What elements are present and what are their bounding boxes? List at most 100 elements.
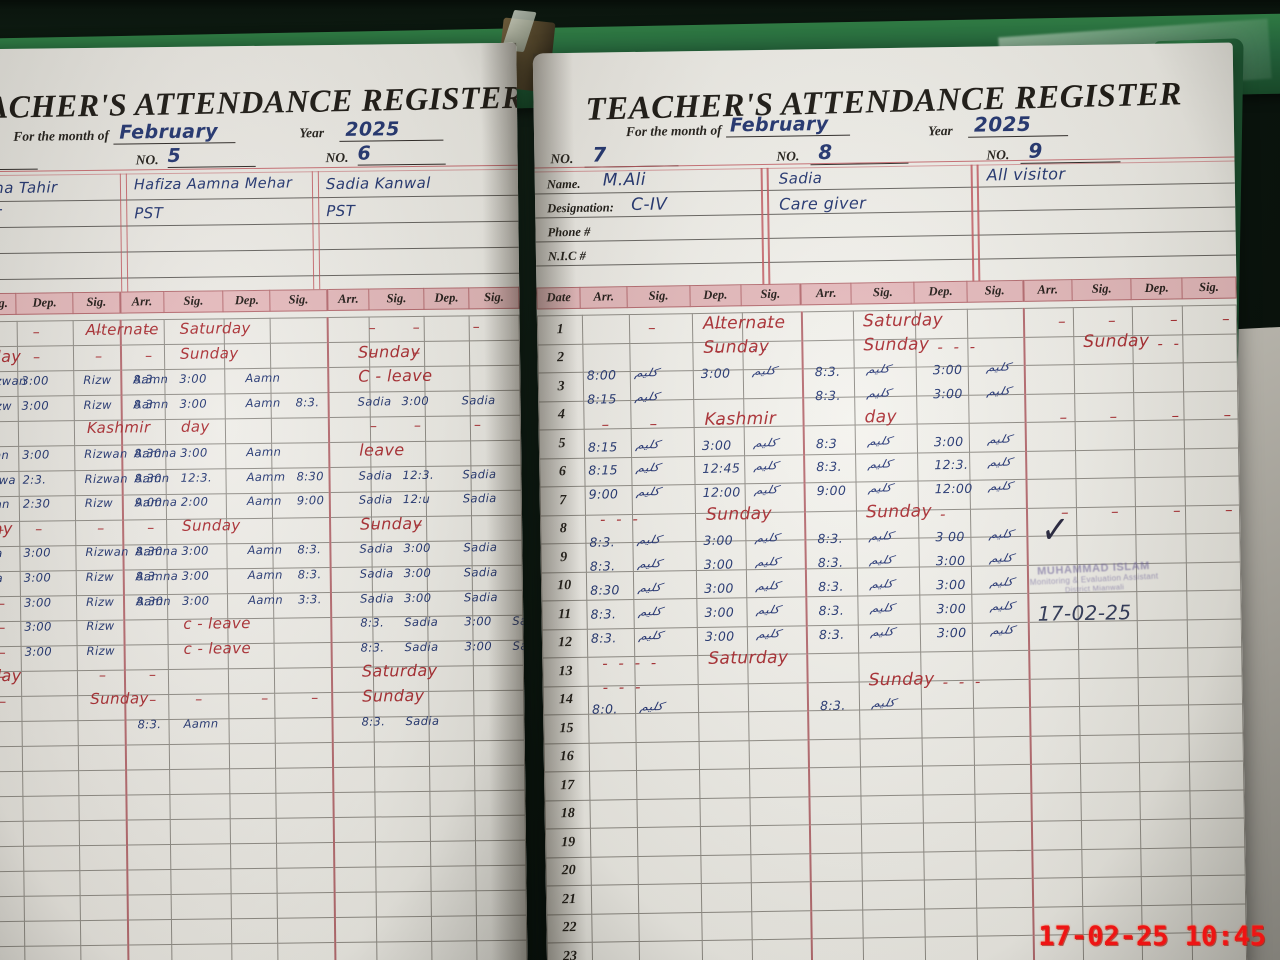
handwritten-entry: 3:00: [181, 543, 209, 559]
handwritten-entry: 3:00: [704, 628, 735, 644]
handwritten-entry: –: [1224, 500, 1234, 519]
handwritten-entry: Aamn: [245, 370, 281, 386]
handwritten-entry: کلیم: [637, 605, 663, 619]
left-no-label-3: NO.: [325, 149, 349, 166]
handwritten-entry: 8:0.: [591, 701, 618, 718]
handwritten-entry: c - leave: [183, 614, 251, 634]
handwritten-entry: –: [148, 667, 157, 684]
handwritten-entry: کلیم: [868, 554, 895, 568]
person-1-name: M.Ali: [602, 169, 647, 191]
check-mark-icon: ✓: [1039, 506, 1071, 555]
handwritten-entry: 8:3: [815, 435, 838, 451]
handwritten-entry: Sunday: [359, 513, 423, 534]
handwritten-entry: 9:00: [296, 493, 325, 508]
handwritten-entry: کلیم: [637, 629, 664, 643]
left-col-header-7: Arr.: [327, 289, 370, 311]
handwritten-entry: Saturday: [361, 661, 438, 682]
handwritten-entry: 3:00: [700, 365, 731, 381]
handwritten-entry: –: [368, 320, 377, 337]
handwritten-entry: –: [97, 520, 105, 537]
handwritten-entry: Aamna: [134, 495, 178, 510]
right-no-label-2: NO.: [776, 148, 800, 164]
right-col-header-4: Sig.: [740, 283, 801, 306]
right-col-header-11: Dep.: [1131, 277, 1183, 300]
handwritten-entry: 8:3.: [817, 530, 844, 547]
handwritten-entry: کلیم: [869, 625, 896, 639]
handwritten-entry: Aamn: [247, 567, 283, 583]
handwritten-entry: Aamn: [245, 395, 281, 410]
handwritten-entry: -: [939, 505, 946, 524]
handwritten-entry: کلیم: [868, 530, 894, 544]
handwritten-entry: Aamn: [247, 592, 284, 607]
handwritten-entry: –: [147, 519, 155, 537]
handwritten-entry: 8:15: [587, 390, 617, 407]
handwritten-entry: کلیم: [988, 528, 1014, 542]
handwritten-entry: Rizwan: [84, 471, 128, 486]
handwritten-entry: –: [144, 347, 153, 364]
handwritten-entry: 8:3.: [589, 534, 616, 550]
right-col-header-2: Sig.: [626, 285, 691, 308]
handwritten-entry: Aamn: [134, 470, 170, 486]
handwritten-entry: 9:00: [588, 486, 619, 503]
handwritten-entry: کلیم: [867, 482, 893, 496]
left-page-title: EACHER'S ATTENDANCE REGISTER: [0, 78, 524, 126]
handwritten-entry: - - - -: [602, 653, 657, 673]
handwritten-entry: - - -: [937, 337, 976, 357]
handwritten-entry: کلیم: [987, 480, 1013, 494]
right-col-header-6: Sig.: [851, 282, 915, 305]
handwritten-entry: 8:3.: [590, 606, 617, 622]
left-attendance-header: Sig. Dep. Sig. Arr. Sig. Dep. Sig. Arr. Sig. Dep.…: [0, 287, 519, 316]
handwritten-entry: 12:45: [702, 460, 741, 477]
handwritten-entry: Aamna: [135, 544, 178, 559]
handwritten-entry: 8:3.: [815, 387, 841, 403]
handwritten-entry: - - -: [602, 677, 641, 697]
handwritten-entry: 3:00: [932, 361, 963, 378]
right-col-header-10: Sig.: [1071, 278, 1132, 301]
handwritten-entry: Sunday: [1083, 330, 1150, 352]
handwritten-entry: Alternate: [85, 320, 159, 340]
handwritten-entry: Sadia: [359, 566, 394, 581]
handwritten-entry: Aamm: [246, 469, 286, 484]
left-teacher-1-designation: ESТ: [0, 206, 2, 224]
right-year-label: Year: [927, 122, 953, 139]
handwritten-entry: 12:3.: [934, 457, 969, 473]
left-month-label: For the month of: [13, 127, 110, 144]
handwritten-entry: –: [647, 318, 657, 337]
handwritten-entry: کلیم: [755, 603, 781, 617]
left-teacher-2-name: Hafiza Aamna Mehar: [133, 175, 293, 194]
handwritten-entry: Sunday: [179, 343, 239, 363]
handwritten-entry: Sunday: [705, 504, 773, 526]
handwritten-entry: 3:00: [704, 580, 734, 596]
handwritten-entry: –: [1059, 407, 1068, 426]
handwritten-entry: 3:00: [935, 552, 966, 569]
handwritten-entry: 8:3.: [297, 567, 322, 582]
handwritten-entry: 3:00: [180, 445, 208, 460]
handwritten-entry: Aamn: [133, 396, 169, 412]
handwritten-entry: 3:00: [21, 373, 49, 388]
right-month-label: For the month of: [625, 122, 722, 140]
handwritten-entry: –: [195, 691, 203, 708]
handwritten-entry: Sadia: [359, 541, 394, 557]
person-2-name: Sadia: [778, 169, 823, 188]
handwritten-entry: Sunday: [90, 689, 149, 708]
handwritten-entry: کلیم: [636, 533, 662, 547]
handwritten-entry: 3:00: [703, 532, 734, 549]
handwritten-entry: 8:3.: [817, 554, 844, 571]
handwritten-entry: 8:3.: [814, 363, 841, 379]
handwritten-entry: کلیم: [989, 623, 1016, 638]
right-no-1: 7: [584, 141, 679, 168]
handwritten-entry: 8:15: [588, 462, 619, 479]
handwritten-entry: –: [1057, 312, 1067, 331]
handwritten-entry: کلیم: [634, 438, 661, 452]
handwritten-entry: کلیم: [866, 434, 893, 448]
handwritten-entry: –: [1171, 406, 1180, 425]
handwritten-entry: –: [311, 690, 319, 707]
handwritten-entry: Kashmir: [704, 408, 777, 430]
handwritten-entry: –: [472, 319, 481, 336]
handwritten-entry: 3:00: [22, 447, 50, 462]
handwritten-entry: –: [0, 644, 7, 661]
handwritten-entry: –: [1109, 407, 1118, 426]
handwritten-entry: کلیم: [754, 555, 781, 570]
handwritten-entry: 8:3.: [360, 615, 385, 630]
